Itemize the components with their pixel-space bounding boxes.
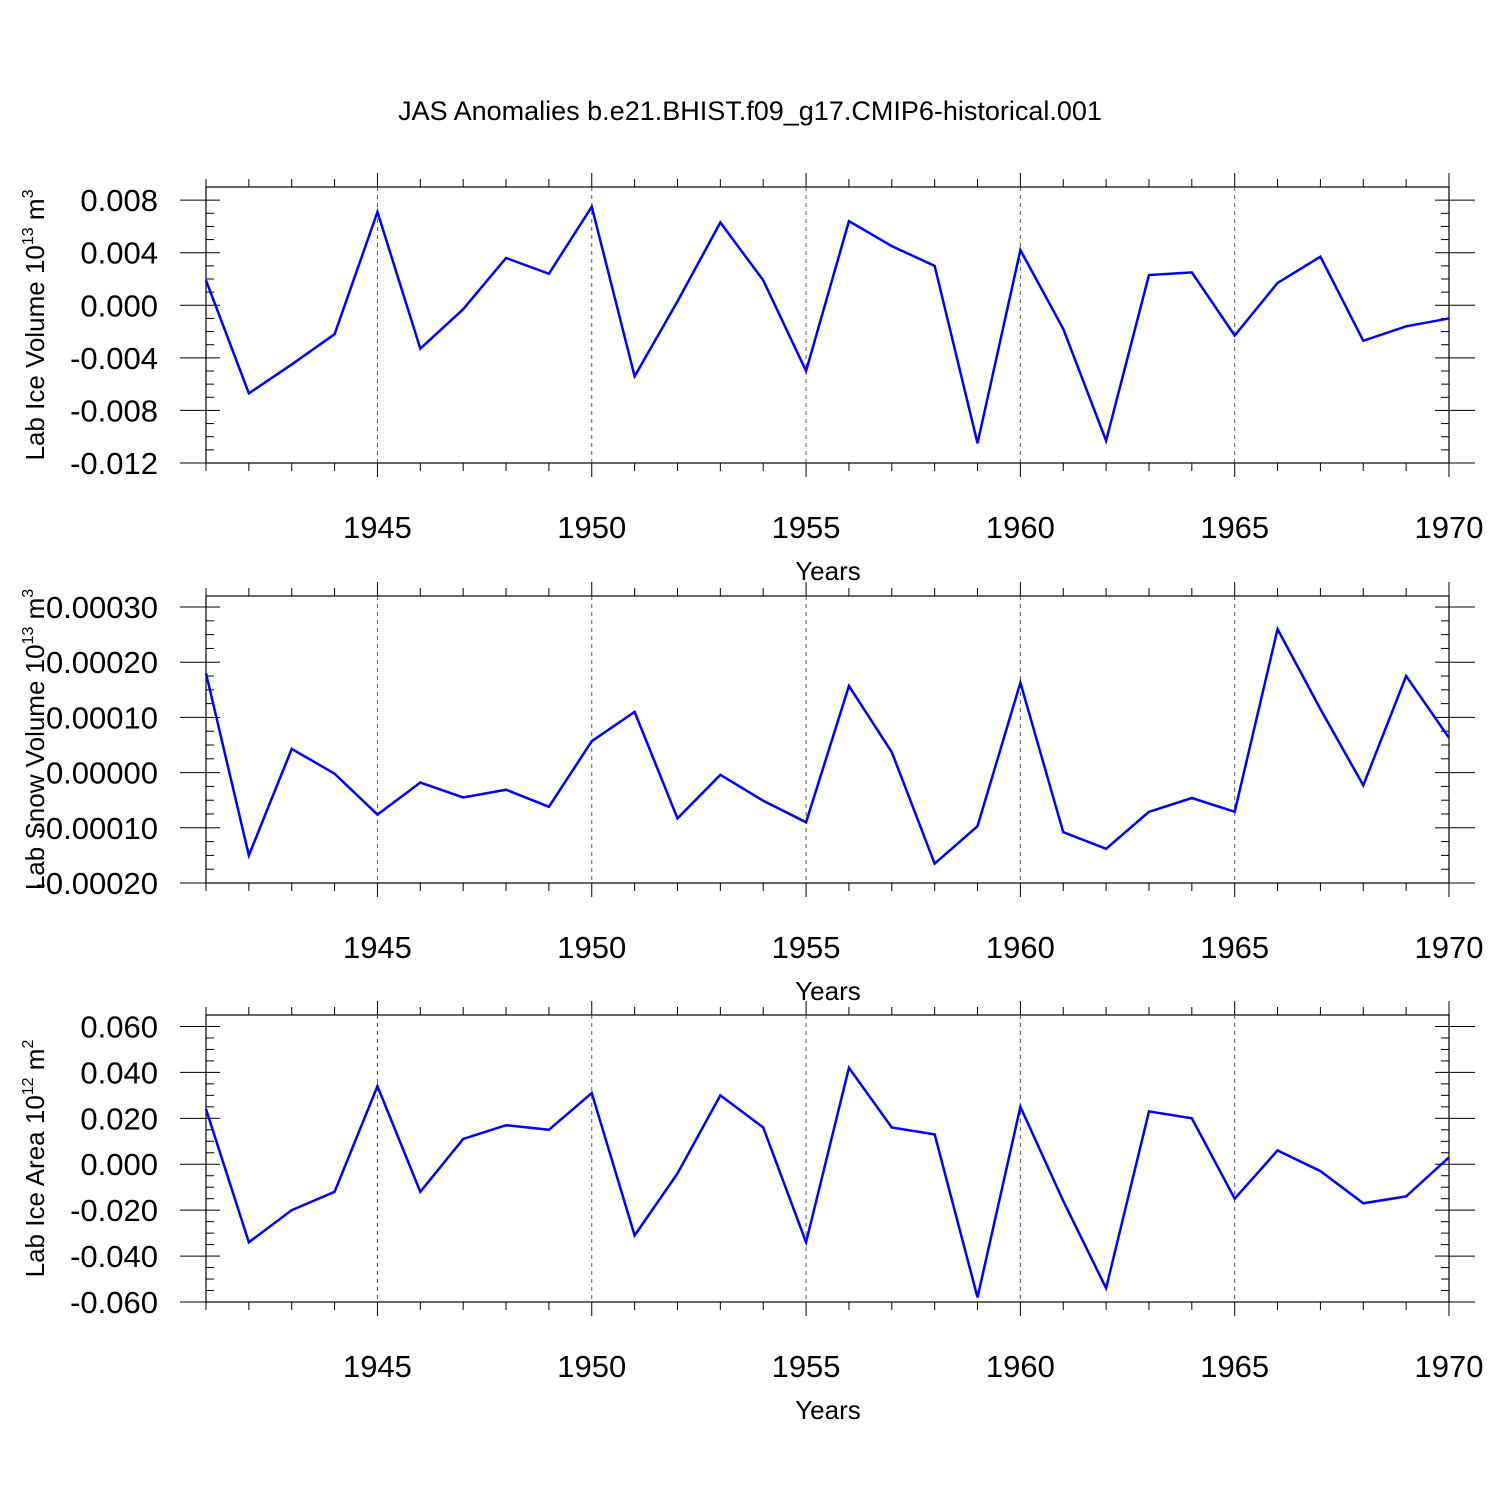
x-tick-label: 1955 [772,930,841,965]
y-axis-label: Lab Snow Volume 1013 m3 [20,589,50,890]
y-tick-label: 0.020 [80,1101,158,1136]
y-tick-label: -0.00010 [36,811,158,846]
x-tick-label: 1945 [343,930,412,965]
x-tick-label: 1965 [1200,1349,1269,1384]
x-tick-label: 1960 [986,1349,1055,1384]
y-tick-label: -0.004 [70,341,158,376]
chart-panel-1: -0.012 -0.008 -0.004 0.000 0.004 0.008 1945 195… [20,173,1483,586]
y-axis-label-part: Lab Snow Volume 10 [20,644,50,890]
y-tick-label: 0.00020 [46,645,158,680]
y-tick-label: -0.008 [70,393,158,428]
y-axis-label-superscript: 13 [20,227,37,245]
y-tick-label: -0.060 [70,1285,158,1320]
y-tick-label: 0.060 [80,1009,158,1044]
chart-panel-3: -0.060 -0.040 -0.020 0.000 0.020 0.040 0.060 19… [20,1001,1483,1425]
y-axis-label-part: m [20,1049,50,1078]
y-tick-label: 0.040 [80,1055,158,1090]
y-axis-label-superscript: 12 [20,1077,37,1095]
plot-frame [205,186,1450,464]
y-axis-label: Lab Ice Volume 1013 m3 [20,189,50,460]
y-tick-label: -0.012 [70,446,158,481]
x-axis-label: Years [795,556,861,586]
x-tick-label: 1950 [557,510,626,545]
x-tick-label: 1960 [986,510,1055,545]
y-tick-label: -0.020 [70,1193,158,1228]
x-tick-label: 1965 [1200,510,1269,545]
x-tick-label: 1955 [772,510,841,545]
x-tick-label: 1970 [1415,930,1484,965]
y-axis-label-superscript: 13 [20,627,37,645]
x-tick-label: 1945 [343,510,412,545]
y-tick-label: 0.00030 [46,590,158,625]
x-tick-label: 1960 [986,930,1055,965]
y-axis-label: Lab Ice Area 1012 m2 [20,1040,50,1278]
x-tick-label: 1950 [557,1349,626,1384]
x-tick-label: 1945 [343,1349,412,1384]
y-tick-label: 0.008 [80,183,158,218]
series-line [204,625,1451,866]
y-axis-label-part: Lab Ice Area 10 [20,1095,50,1277]
x-tick-label: 1950 [557,930,626,965]
series-line [204,1064,1450,1298]
y-axis-label-superscript: 3 [20,589,37,598]
chart-panel-2: -0.00020 -0.00010 0.00000 0.00010 0.00020 0.0… [20,582,1483,1006]
y-tick-label: -0.040 [70,1239,158,1274]
y-tick-label: 0.00000 [46,756,158,791]
x-axis-label: Years [795,976,861,1006]
y-axis-label-part: Lab Ice Volume 10 [20,245,50,460]
y-tick-label: 0.000 [80,1147,158,1182]
y-axis-label-part: m [20,198,50,227]
y-axis-label-superscript: 2 [20,1040,37,1049]
x-tick-label: 1955 [772,1349,841,1384]
plot-frame [205,595,1450,884]
x-tick-label: 1970 [1415,510,1484,545]
page-title: JAS Anomalies b.e21.BHIST.f09_g17.CMIP6-… [398,96,1102,126]
x-tick-label: 1965 [1200,930,1269,965]
x-tick-label: 1970 [1415,1349,1484,1384]
x-axis-label: Years [795,1395,861,1425]
y-tick-label: 0.000 [80,288,158,323]
y-tick-label: -0.00020 [36,866,158,901]
y-axis-label-part: m [20,598,50,627]
series-line [204,203,1450,445]
y-axis-label-superscript: 3 [20,189,37,198]
y-tick-label: 0.004 [80,236,158,271]
y-tick-label: 0.00010 [46,700,158,735]
